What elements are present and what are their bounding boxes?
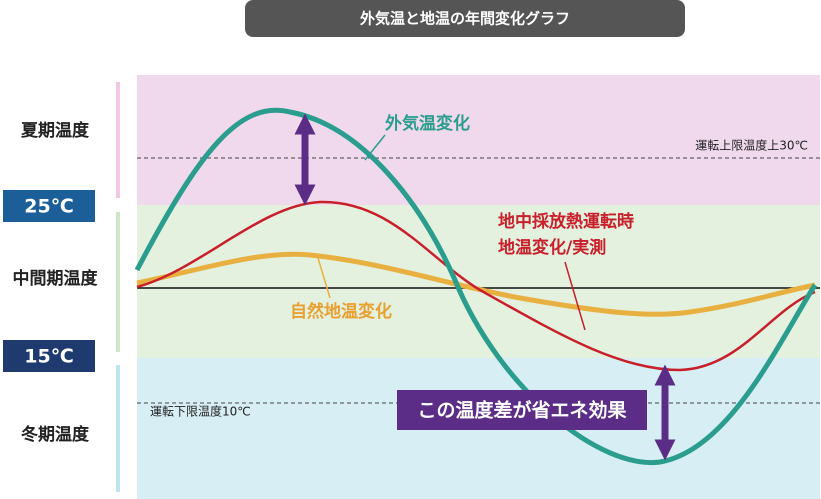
operation-label-2: 地温変化/実測 [498,237,606,258]
callout-box [397,390,647,430]
title: 外気温と地温の年間変化グラフ [359,10,570,28]
natural-leader [317,257,331,299]
middle-label: 中間期温度 [13,268,99,289]
lower-temp-box [3,340,95,372]
winter-label: 冬期温度 [21,424,90,445]
lower-limit-label: 運転下限温度10℃ [150,404,251,419]
upper-limit-label: 運転上限温度上30℃ [695,138,808,153]
outdoor-leader [364,134,386,161]
operation-leader [564,261,586,331]
outdoor-label: 外気温変化 [385,113,470,134]
upper-temp: 25℃ [24,196,73,218]
lower-temp: 15℃ [24,346,73,368]
summer-zone [137,75,820,205]
upper-temp-box [3,190,95,222]
title-bar [245,0,685,37]
operation-curve [136,200,816,372]
operation-label-1: 地中採放熱運転時 [498,211,634,232]
callout: この温度差が省エネ効果 [417,399,626,422]
middle-zone [137,205,820,358]
summer-label: 夏期温度 [21,120,90,141]
natural-curve [136,251,816,317]
natural-label: 自然地温変化 [290,301,392,322]
outdoor-curve [134,107,818,466]
